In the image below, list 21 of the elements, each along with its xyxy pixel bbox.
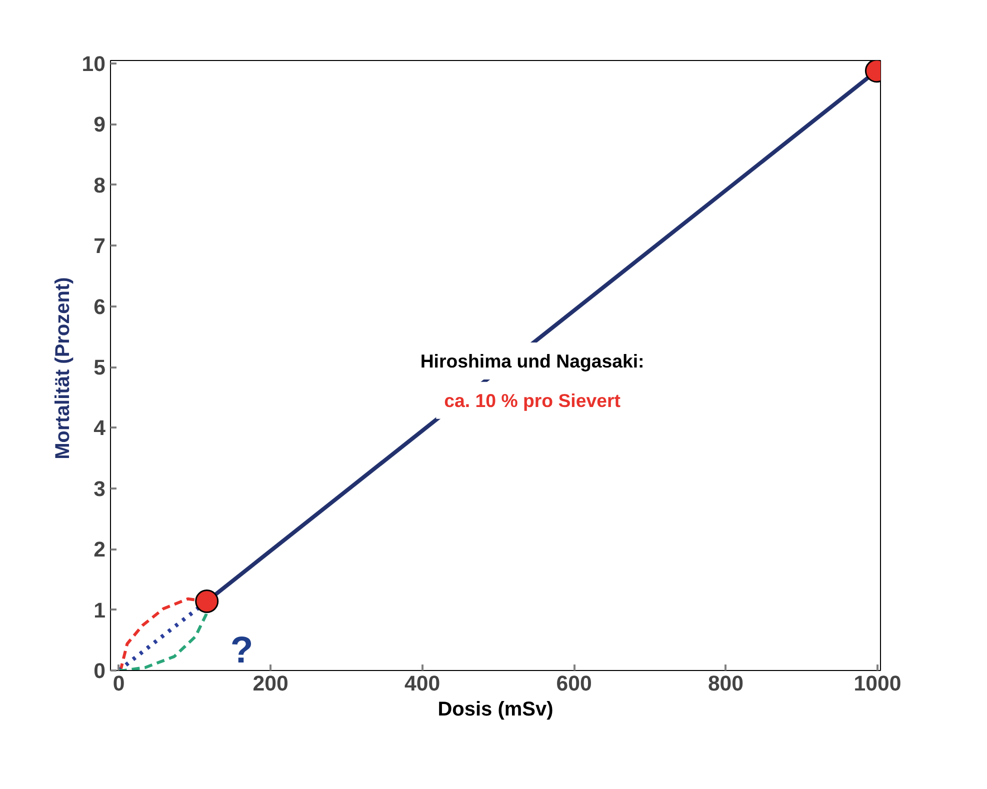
annotation: ca. 10 % pro Sievert [444, 390, 620, 411]
x-tick-label: 600 [556, 672, 592, 696]
y-tick-label: 8 [94, 173, 106, 198]
annotation: ? [230, 628, 254, 670]
y-axis-title: Mortalität (Prozent) [52, 277, 74, 460]
x-tick-label: 0 [112, 672, 125, 696]
y-tick-label: 7 [94, 234, 106, 258]
y-tick-label: 5 [94, 356, 106, 380]
annotation: Hiroshima und Nagasaki: [420, 350, 644, 372]
y-tick-label: 10 [82, 52, 106, 76]
y-tick-label: 2 [94, 538, 106, 562]
y-tick-label: 1 [94, 598, 106, 622]
x-tick-label: 400 [404, 672, 440, 696]
y-tick-label: 3 [94, 476, 106, 501]
y-tick-label: 4 [94, 416, 106, 440]
y-tick-label: 6 [94, 294, 106, 319]
x-tick-label: 800 [708, 672, 744, 696]
y-tick-label: 9 [94, 112, 106, 137]
x-tick-label: 200 [252, 672, 288, 696]
x-tick-label: 1000 [854, 672, 902, 696]
x-axis-title: Dosis (mSv) [438, 698, 554, 720]
